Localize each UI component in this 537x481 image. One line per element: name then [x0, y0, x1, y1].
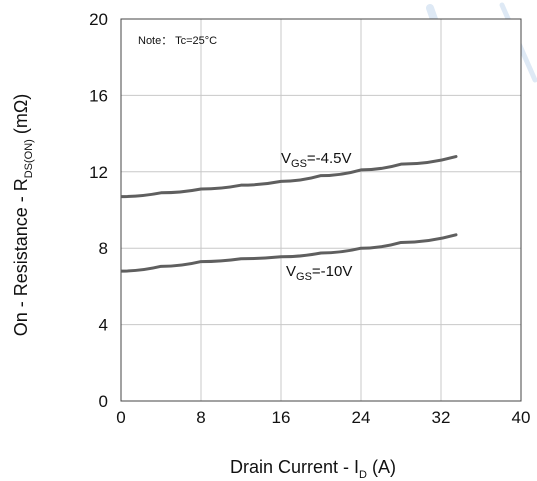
plot-frame	[120, 18, 522, 402]
series-label-vgs-4-5-main: V	[281, 150, 291, 167]
y-axis-title-main: On - Resistance - R	[11, 178, 31, 336]
x-axis-title-unit: (A)	[367, 457, 396, 477]
grid-lines	[121, 19, 521, 401]
series-label-vgs-10-value: =-10V	[312, 263, 352, 280]
x-tick-label-40: 40	[512, 408, 531, 427]
series-line-vgs-10	[121, 233, 458, 273]
x-tick-label-16: 16	[272, 408, 291, 427]
y-tick-label-8: 8	[99, 239, 108, 258]
y-axis-ticks: 0 4 8 12 16 20	[89, 10, 108, 411]
x-axis-title: Drain Current - ID (A)	[230, 457, 396, 481]
x-axis-title-sub: D	[359, 469, 367, 481]
x-axis-ticks: 0 8 16 24 32 40	[116, 408, 530, 427]
svg-text:On - Resistance - RDS(ON) (mΩ): On - Resistance - RDS(ON) (mΩ)	[11, 94, 35, 337]
svg-text:VGS=-4.5V: VGS=-4.5V	[281, 150, 352, 170]
series-layer	[121, 155, 458, 273]
svg-text:Drain Current - ID (A): Drain Current - ID (A)	[230, 457, 396, 481]
series-label-vgs-10: VGS=-10V	[286, 263, 352, 283]
x-tick-label-24: 24	[352, 408, 371, 427]
series-label-vgs-4-5-sub: GS	[291, 158, 307, 170]
y-tick-label-20: 20	[89, 10, 108, 29]
chart-note: Note： Tc=25°C	[138, 35, 217, 47]
y-tick-label-16: 16	[89, 86, 108, 105]
y-tick-label-12: 12	[89, 163, 108, 182]
series-label-vgs-4-5: VGS=-4.5V	[281, 150, 352, 170]
y-tick-label-4: 4	[99, 316, 108, 335]
series-line-vgs-4-5	[121, 155, 458, 199]
series-label-vgs-4-5-value: =-4.5V	[307, 150, 352, 167]
x-tick-label-32: 32	[432, 408, 451, 427]
series-label-vgs-10-sub: GS	[296, 271, 312, 283]
y-tick-label-0: 0	[99, 392, 108, 411]
x-tick-label-8: 8	[196, 408, 205, 427]
y-axis-title-sub: DS(ON)	[23, 139, 35, 178]
y-axis-title: On - Resistance - RDS(ON) (mΩ)	[11, 94, 35, 337]
x-axis-title-main: Drain Current - I	[230, 457, 359, 477]
series-label-vgs-10-main: V	[286, 263, 296, 280]
svg-text:VGS=-10V: VGS=-10V	[286, 263, 352, 283]
y-axis-title-unit: (mΩ)	[11, 94, 31, 139]
x-tick-label-0: 0	[116, 408, 125, 427]
